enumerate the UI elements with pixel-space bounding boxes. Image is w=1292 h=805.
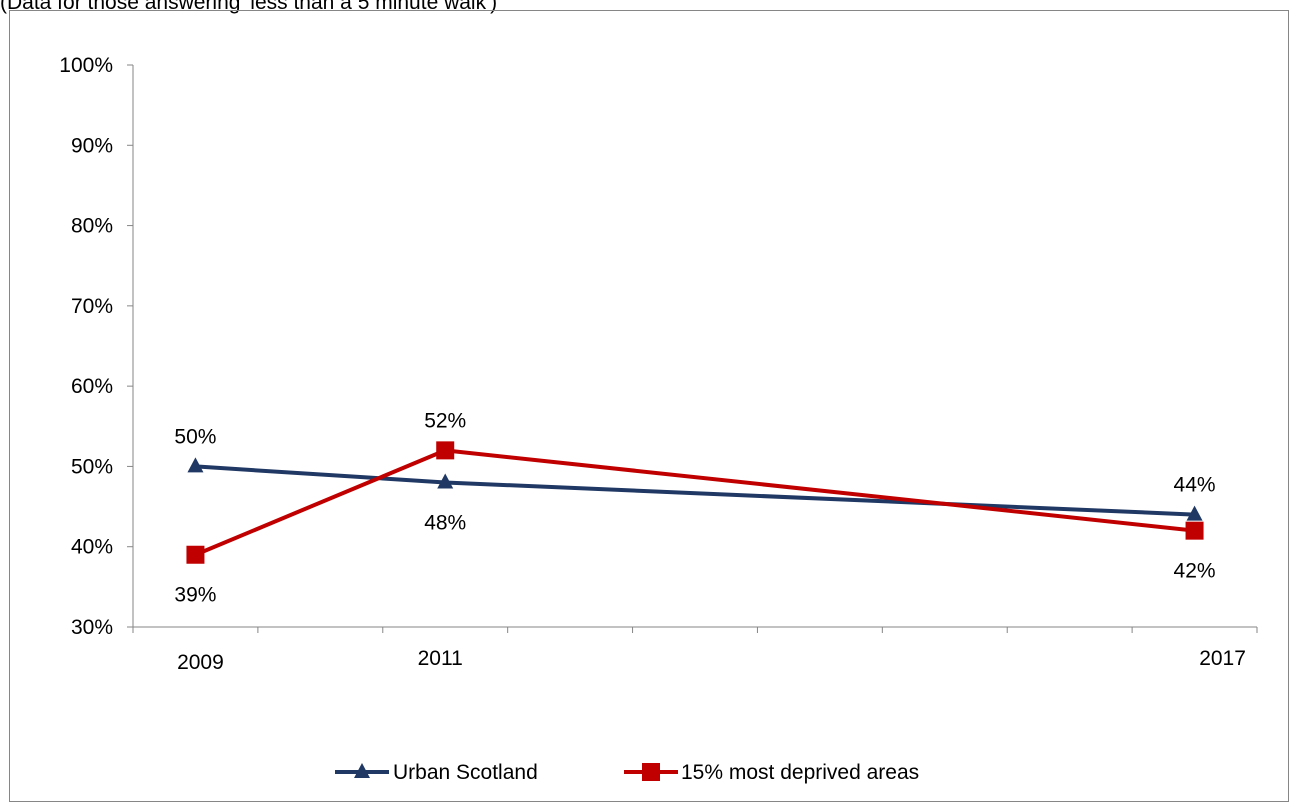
data-point-marker xyxy=(436,441,455,460)
data-label: 48% xyxy=(424,511,466,534)
y-tick-label: 90% xyxy=(71,134,113,157)
y-tick-label: 80% xyxy=(71,215,113,238)
series-line xyxy=(194,448,1195,557)
legend-label: Urban Scotland xyxy=(393,761,538,784)
x-tick-label: 2011 xyxy=(418,647,463,670)
y-tick-label: 60% xyxy=(71,375,113,398)
data-label: 42% xyxy=(1174,560,1216,583)
legend-marker xyxy=(354,763,370,778)
y-tick-label: 100% xyxy=(59,54,113,77)
data-label: 50% xyxy=(174,425,216,448)
data-point-marker xyxy=(1185,521,1204,540)
chart-series xyxy=(186,441,1204,564)
legend-marker xyxy=(642,763,660,781)
chart-axes: 30% 40% 50% 60% 70% 80% 90% 100% 2009 2011 2017 xyxy=(59,54,1258,674)
data-point-marker xyxy=(1186,505,1203,521)
data-label: 44% xyxy=(1174,474,1216,497)
data-point-marker xyxy=(187,457,204,473)
y-tick-label: 30% xyxy=(71,616,113,639)
y-tick-label: 50% xyxy=(71,455,113,478)
chart-legend: Urban Scotland 15% most deprived areas xyxy=(335,761,919,784)
data-label: 39% xyxy=(174,584,216,607)
legend-label: 15% most deprived areas xyxy=(681,761,919,784)
chart-data-labels: 50% 48% 44% 39% 52% 42% xyxy=(174,409,1215,606)
y-tick-label: 40% xyxy=(71,536,113,559)
x-tick-label: 2017 xyxy=(1199,647,1246,670)
data-point-marker xyxy=(186,545,205,564)
x-tick-label: 2009 xyxy=(177,651,224,674)
data-label: 52% xyxy=(424,409,466,432)
data-point-marker xyxy=(437,473,454,489)
chart-frame xyxy=(9,10,1289,802)
y-tick-label: 70% xyxy=(71,295,113,318)
